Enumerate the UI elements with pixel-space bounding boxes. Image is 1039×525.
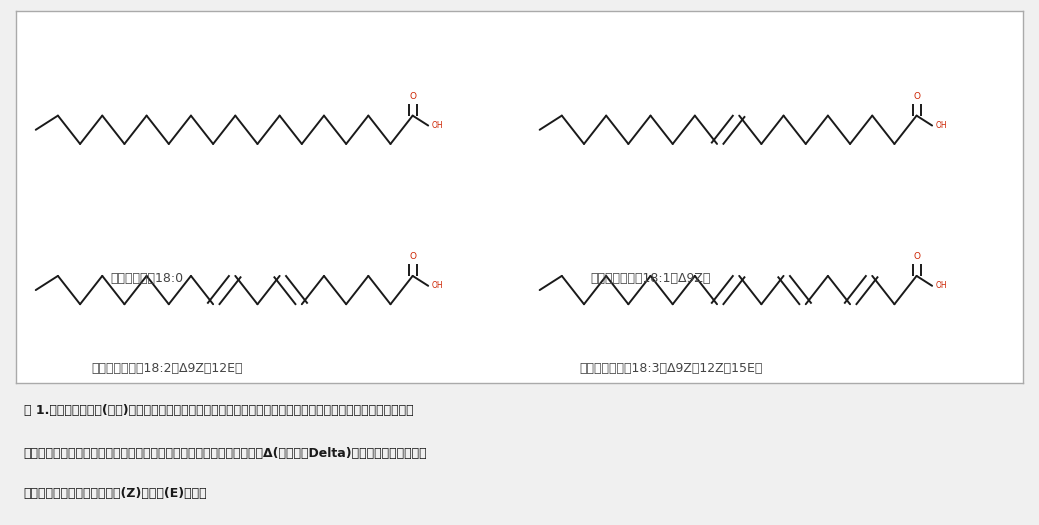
- Text: 一种描述双键位置的系统化方式与脉肪酸的酸性端相关；双键位置用符号Δ(希腊字母Delta)加数字表示。所有不饱: 一种描述双键位置的系统化方式与脉肪酸的酸性端相关；双键位置用符号Δ(希腊字母De…: [24, 447, 427, 460]
- Text: 不饱和脉肪酸，18:1（Δ9Z）: 不饱和脉肪酸，18:1（Δ9Z）: [590, 272, 711, 286]
- Text: O: O: [409, 252, 417, 261]
- Text: OH: OH: [431, 121, 443, 130]
- Text: 不饱和脉肪酸，18:2（Δ9Z，12E）: 不饱和脉肪酸，18:2（Δ9Z，12E）: [91, 362, 242, 375]
- Text: 不饱和脉肪酸，18:3（Δ9Z，12Z，15E）: 不饱和脉肪酸，18:3（Δ9Z，12Z，15E）: [579, 362, 763, 375]
- Text: O: O: [913, 252, 921, 261]
- Text: O: O: [913, 91, 921, 101]
- Text: O: O: [409, 91, 417, 101]
- Text: OH: OH: [935, 121, 947, 130]
- Text: 图 1.具有甲基和羞基(酸性)端的不同直链脉肪酸的结构和命名。脉肪酸可根据系统命名法或习惯命名法进行命名。: 图 1.具有甲基和羞基(酸性)端的不同直链脉肪酸的结构和命名。脉肪酸可根据系统命…: [24, 404, 414, 417]
- Text: 饱和脉肪酸，18:0: 饱和脉肪酸，18:0: [110, 272, 183, 286]
- Text: OH: OH: [431, 281, 443, 290]
- Text: OH: OH: [935, 281, 947, 290]
- Text: 和脉肪酸均示出了双键的顺式(Z)或反式(E)构型。: 和脉肪酸均示出了双键的顺式(Z)或反式(E)构型。: [24, 487, 207, 500]
